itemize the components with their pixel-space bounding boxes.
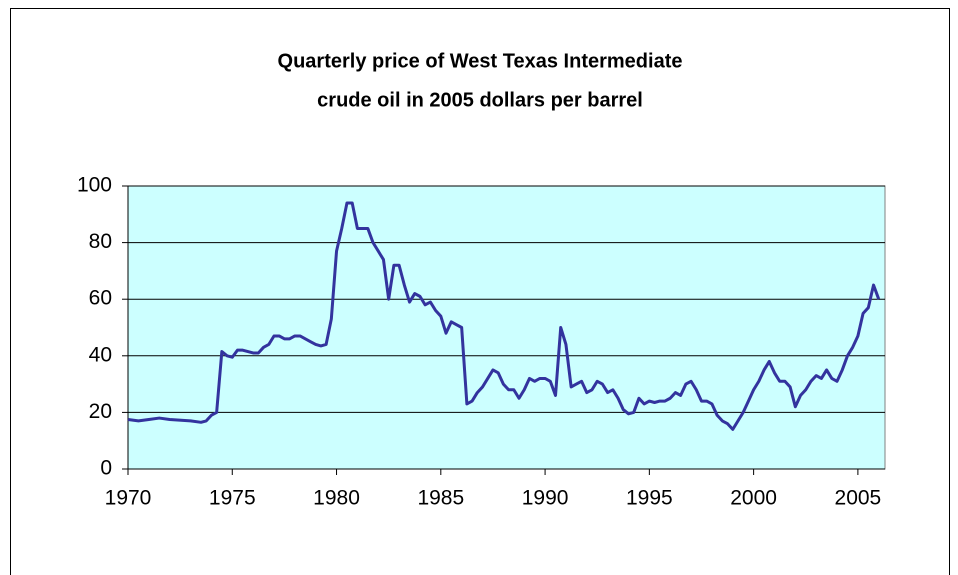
y-tick-label: 80 [89, 230, 112, 253]
chart-title: crude oil in 2005 dollars per barrel [317, 89, 643, 111]
x-tick-label: 1985 [417, 487, 464, 510]
x-tick-label: 1990 [522, 487, 569, 510]
y-tick-label: 0 [100, 457, 112, 480]
x-tick-label: 1975 [209, 487, 256, 510]
y-tick-label: 60 [89, 287, 112, 310]
plot-area [127, 185, 886, 470]
y-tick-label: 100 [77, 174, 112, 197]
x-tick-label: 1980 [313, 487, 360, 510]
x-tick-label: 1995 [626, 487, 673, 510]
x-tick-label: 1970 [105, 487, 152, 510]
y-tick-label: 20 [89, 400, 112, 423]
y-tick-label: 40 [89, 343, 112, 366]
price-line [127, 201, 881, 431]
chart-title: Quarterly price of West Texas Intermedia… [278, 50, 683, 72]
x-tick-label: 2000 [730, 487, 777, 510]
x-tick-label: 2005 [835, 487, 882, 510]
